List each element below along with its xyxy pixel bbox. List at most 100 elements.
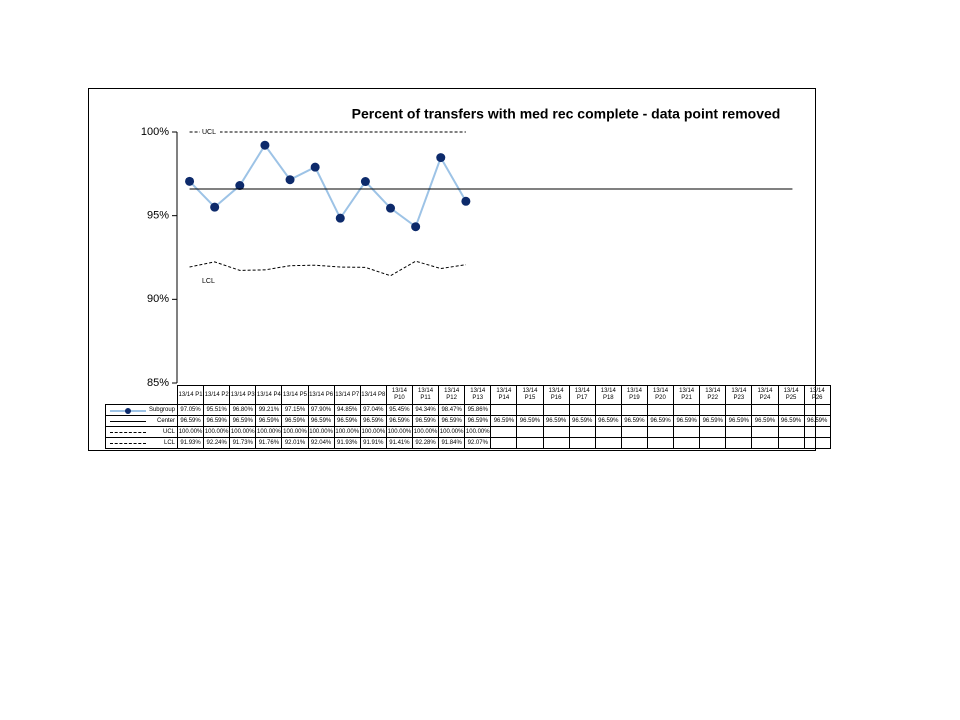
value-cell (725, 437, 753, 449)
value-cell: 91.73% (229, 437, 257, 449)
value-cell (620, 404, 648, 416)
value-cell (803, 426, 831, 438)
legend-swatch (110, 443, 146, 444)
value-cell (751, 426, 779, 438)
value-cell (516, 437, 544, 449)
series-row: LCL 91.93% 92.24% 91.73% 91.76% 92.01% 92.04% 9… (105, 437, 831, 449)
value-cell (490, 404, 518, 416)
value-cell: 96.59% (176, 415, 205, 427)
value-cell (699, 426, 727, 438)
value-cell (751, 437, 779, 449)
value-cell: 96.59% (490, 415, 518, 427)
data-point (285, 175, 295, 185)
value-cell (646, 404, 675, 416)
corner-cell (105, 385, 178, 405)
value-cell (673, 437, 701, 449)
category-cell: 13/14 P16 (542, 385, 570, 405)
control-label: LCL (202, 278, 215, 285)
category-cell: 13/14 P24 (751, 385, 779, 405)
category-cell: 13/14 P4 (255, 385, 283, 405)
value-cell (777, 426, 805, 438)
data-point (360, 177, 370, 187)
value-cell: 96.59% (464, 415, 492, 427)
control-label: UCL (202, 129, 216, 136)
data-point (411, 222, 421, 232)
value-cell: 100.00% (255, 426, 283, 438)
value-cell: 91.93% (333, 437, 361, 449)
value-cell: 100.00% (438, 426, 466, 438)
data-point (386, 203, 396, 213)
value-cell (542, 437, 570, 449)
value-cell: 96.59% (255, 415, 283, 427)
value-cell (620, 437, 648, 449)
value-cell: 97.04% (359, 404, 387, 416)
value-cell: 95.45% (385, 404, 413, 416)
value-cell: 96.59% (516, 415, 544, 427)
value-cell (803, 404, 831, 416)
value-cell: 96.59% (281, 415, 309, 427)
value-cell (620, 426, 648, 438)
value-cell: 96.80% (229, 404, 257, 416)
value-cell: 96.59% (568, 415, 596, 427)
value-cell (568, 437, 596, 449)
value-cell: 100.00% (359, 426, 387, 438)
value-cell (594, 404, 622, 416)
header-row: 13/14 P1 13/14 P2 13/14 P3 13/14 P4 13/14 P5… (105, 385, 831, 405)
value-cell: 100.00% (307, 426, 335, 438)
value-cell: 100.00% (411, 426, 440, 438)
legend-swatch (110, 408, 146, 414)
chart-title: Percent of transfers with med rec comple… (352, 106, 781, 122)
value-cell: 96.59% (673, 415, 701, 427)
value-cell (751, 404, 779, 416)
value-cell: 96.59% (333, 415, 361, 427)
data-point (461, 196, 471, 206)
legend-swatch (110, 432, 146, 433)
category-cell: 13/14 P5 (281, 385, 309, 405)
category-cell: 13/14 P18 (594, 385, 622, 405)
legend-swatch (110, 421, 146, 422)
category-cell: 13/14 P8 (359, 385, 387, 405)
category-cell: 13/14 P21 (673, 385, 701, 405)
value-cell: 96.59% (699, 415, 727, 427)
legend-marker (125, 408, 131, 414)
category-cell: 13/14 P20 (646, 385, 675, 405)
category-cell: 13/14 P7 (333, 385, 361, 405)
y-tick-label: 95% (147, 210, 169, 222)
value-cell: 97.05% (176, 404, 205, 416)
value-cell: 94.34% (411, 404, 440, 416)
category-cell: 13/14 P22 (699, 385, 727, 405)
value-cell (725, 426, 753, 438)
category-cell: 13/14 P15 (516, 385, 544, 405)
series-row: Subgroup 97.05% 95.51% 96.80% 99.21% 97.15% 97… (105, 404, 831, 416)
category-cell: 13/14 P14 (490, 385, 518, 405)
value-cell: 96.59% (803, 415, 831, 427)
value-cell: 97.15% (281, 404, 309, 416)
data-point (260, 140, 270, 150)
value-cell (490, 437, 518, 449)
category-cell: 13/14 P11 (411, 385, 440, 405)
value-cell: 96.59% (620, 415, 648, 427)
value-cell: 96.59% (751, 415, 779, 427)
value-cell: 95.86% (464, 404, 492, 416)
value-cell (542, 426, 570, 438)
y-tick-label: 100% (141, 126, 169, 138)
value-cell: 92.07% (464, 437, 492, 449)
value-cell (803, 437, 831, 449)
value-cell: 97.90% (307, 404, 335, 416)
value-cell: 96.59% (542, 415, 570, 427)
value-cell: 91.93% (176, 437, 205, 449)
value-cell: 96.59% (594, 415, 622, 427)
data-point (310, 162, 320, 172)
category-cell: 13/14 P6 (307, 385, 335, 405)
value-cell (699, 437, 727, 449)
value-cell: 99.21% (255, 404, 283, 416)
value-cell: 92.28% (411, 437, 440, 449)
legend-entry: UCL (105, 426, 178, 438)
value-cell (490, 426, 518, 438)
category-cell: 13/14 P3 (229, 385, 257, 405)
category-cell: 13/14 P25 (777, 385, 805, 405)
y-tick-label: 90% (147, 293, 169, 305)
category-cell: 13/14 P19 (620, 385, 648, 405)
value-cell: 96.59% (725, 415, 753, 427)
value-cell: 92.01% (281, 437, 309, 449)
